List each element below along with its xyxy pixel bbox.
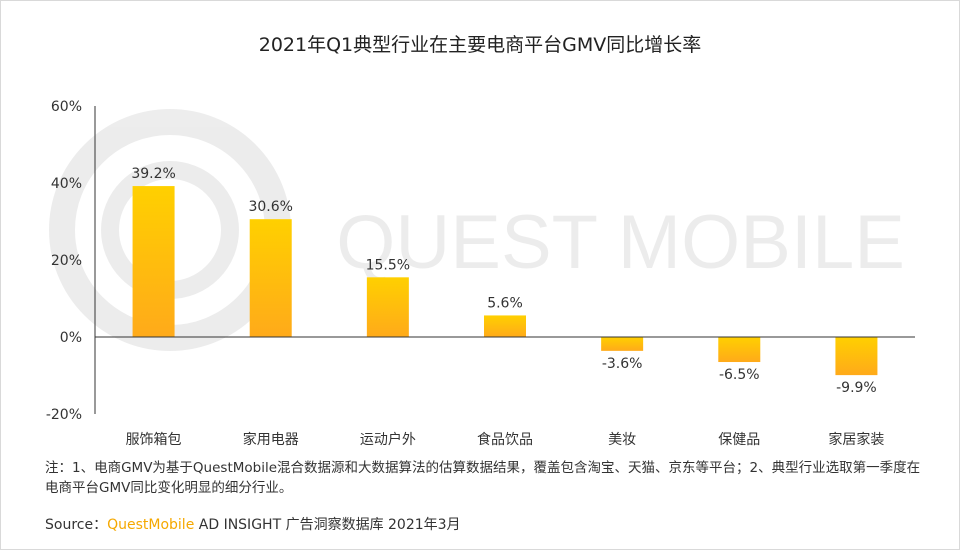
bar-value-label: -6.5%	[719, 367, 760, 383]
y-tick-label: 0%	[60, 330, 82, 346]
source-rest: AD INSIGHT 广告洞察数据库 2021年3月	[194, 517, 461, 533]
bar	[484, 315, 526, 337]
x-category-label: 服饰箱包	[126, 432, 182, 448]
questmobile-watermark: QUEST MOBILE	[49, 109, 905, 351]
y-tick-label: -20%	[46, 407, 82, 423]
bar-value-label: -3.6%	[602, 356, 643, 372]
bar	[249, 219, 292, 337]
y-tick-label: 60%	[51, 99, 82, 115]
bar-value-label: 30.6%	[248, 199, 292, 215]
x-category-label: 美妆	[608, 432, 636, 448]
x-category-label: 食品饮品	[477, 431, 533, 448]
source-prefix: Source：	[45, 517, 108, 533]
bar	[835, 337, 878, 376]
y-tick-label: 20%	[51, 253, 82, 269]
bar-value-label: 15.5%	[366, 257, 410, 273]
source-brand: QuestMobile	[107, 517, 195, 533]
chart-title: 2021年Q1典型行业在主要电商平台GMV同比增长率	[258, 34, 702, 56]
y-tick-label: 40%	[51, 176, 82, 192]
bar	[366, 277, 409, 337]
footnote: 注：1、电商GMV为基于QuestMobile混合数据源和大数据算法的估算数据结…	[45, 460, 921, 496]
bar-value-label: 5.6%	[487, 295, 523, 311]
bar	[718, 337, 761, 363]
source-line: Source：QuestMobile AD INSIGHT 广告洞察数据库 20…	[45, 514, 461, 534]
bar	[132, 186, 175, 337]
x-category-label: 家居家装	[828, 431, 884, 448]
x-category-label: 家用电器	[243, 431, 299, 448]
bar-value-label: 39.2%	[131, 166, 175, 182]
bar-chart: QUEST MOBILE 60% 40% 20% 0% -20% 39.2% 服饰箱包 30…	[46, 99, 915, 448]
bar	[601, 337, 644, 351]
x-category-label: 运动户外	[360, 431, 416, 448]
x-category-label: 保健品	[718, 432, 760, 448]
watermark-text: QUEST MOBILE	[336, 200, 905, 285]
bar-value-label: -9.9%	[836, 380, 877, 396]
